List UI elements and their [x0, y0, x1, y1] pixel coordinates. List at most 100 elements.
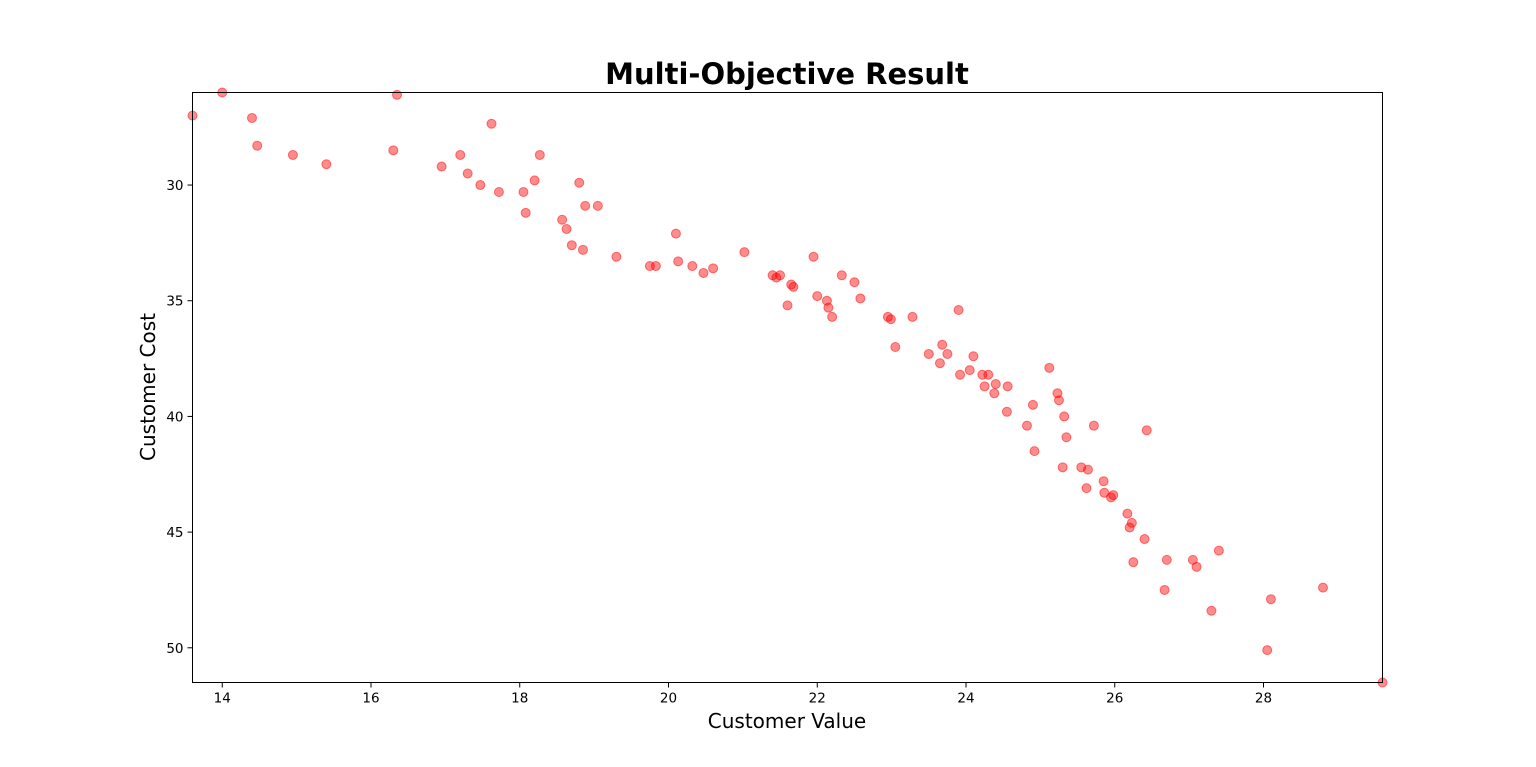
- x-tick-label: 20: [660, 691, 677, 707]
- data-point: [955, 369, 966, 380]
- data-point: [670, 228, 681, 239]
- data-point: [1027, 399, 1038, 410]
- data-point: [934, 358, 945, 369]
- data-point: [907, 311, 918, 322]
- x-tick-label: 28: [1255, 691, 1272, 707]
- x-tick-label: 24: [957, 691, 974, 707]
- data-point: [1053, 395, 1064, 406]
- points-layer: [187, 87, 1388, 688]
- data-point: [1191, 561, 1202, 572]
- data-point: [1122, 508, 1133, 519]
- data-point: [566, 240, 577, 251]
- data-point: [1139, 534, 1150, 545]
- y-tick-label: 30: [166, 178, 183, 194]
- data-point: [1159, 584, 1170, 595]
- data-point: [923, 348, 934, 359]
- y-tick-label: 50: [166, 641, 183, 657]
- data-point: [1081, 483, 1092, 494]
- y-tick-label: 40: [166, 409, 183, 425]
- data-point: [493, 186, 504, 197]
- y-axis-ticks: 30 35 40 45 50: [166, 178, 193, 657]
- data-point: [574, 177, 585, 188]
- data-point: [1002, 381, 1013, 392]
- data-point: [953, 304, 964, 315]
- chart-title: Multi-Objective Result: [605, 57, 969, 91]
- data-point: [673, 256, 684, 267]
- plot-frame: [192, 92, 1383, 683]
- x-tick-label: 14: [214, 691, 231, 707]
- data-point: [252, 140, 263, 151]
- data-point: [1141, 425, 1152, 436]
- x-tick-label: 18: [511, 691, 528, 707]
- data-point: [855, 293, 866, 304]
- data-point: [611, 251, 622, 262]
- data-point: [1161, 554, 1172, 565]
- data-point: [650, 261, 661, 272]
- x-tick-label: 16: [362, 691, 379, 707]
- data-point: [698, 267, 709, 278]
- data-point: [808, 251, 819, 262]
- data-point: [577, 244, 588, 255]
- data-point: [885, 314, 896, 325]
- data-point: [937, 339, 948, 350]
- y-axis-label: Customer Cost: [136, 313, 160, 461]
- data-point: [1061, 432, 1072, 443]
- data-point: [557, 214, 568, 225]
- data-point: [529, 175, 540, 186]
- data-point: [1044, 362, 1055, 373]
- data-point: [990, 379, 1001, 390]
- data-point: [1128, 557, 1139, 568]
- data-point: [775, 270, 786, 281]
- data-point: [486, 118, 497, 129]
- data-point: [989, 388, 1000, 399]
- data-point: [739, 247, 750, 258]
- data-point: [1057, 462, 1068, 473]
- data-point: [708, 263, 719, 274]
- y-tick-label: 35: [166, 294, 183, 310]
- data-point: [1082, 464, 1093, 475]
- data-point: [518, 186, 529, 197]
- data-point: [436, 161, 447, 172]
- data-point: [1029, 446, 1040, 457]
- data-point: [287, 149, 298, 160]
- x-axis-label: Customer Value: [708, 709, 866, 733]
- data-point: [979, 381, 990, 392]
- data-point: [849, 277, 860, 288]
- data-point: [475, 180, 486, 191]
- data-point: [520, 207, 531, 218]
- data-point: [580, 200, 591, 211]
- data-point: [1318, 582, 1328, 593]
- data-point: [687, 261, 698, 272]
- data-point: [455, 149, 466, 160]
- data-point: [983, 369, 994, 380]
- data-point: [1265, 594, 1276, 605]
- data-point: [1126, 517, 1137, 528]
- data-point: [1098, 476, 1109, 487]
- data-point: [782, 300, 793, 311]
- data-point: [1124, 522, 1135, 533]
- data-point: [812, 291, 823, 302]
- data-point: [1001, 406, 1012, 417]
- data-point: [1059, 411, 1070, 422]
- data-point: [561, 224, 572, 235]
- data-point: [823, 302, 834, 313]
- data-point: [388, 145, 399, 156]
- data-point: [942, 348, 953, 359]
- data-point: [1108, 490, 1119, 501]
- data-point: [964, 365, 975, 376]
- data-point: [1262, 645, 1273, 656]
- x-tick-label: 22: [809, 691, 826, 707]
- x-axis-ticks: 14 16 18 20 22 24 26 28: [214, 682, 1272, 707]
- data-point: [788, 281, 799, 292]
- data-point: [534, 149, 545, 160]
- x-tick-label: 26: [1106, 691, 1123, 707]
- y-tick-label: 45: [166, 525, 183, 541]
- data-point: [592, 200, 603, 211]
- data-point: [836, 270, 847, 281]
- data-point: [392, 89, 403, 100]
- data-point: [827, 311, 838, 322]
- data-point: [321, 159, 332, 170]
- data-point: [890, 342, 901, 353]
- data-point: [1021, 420, 1032, 431]
